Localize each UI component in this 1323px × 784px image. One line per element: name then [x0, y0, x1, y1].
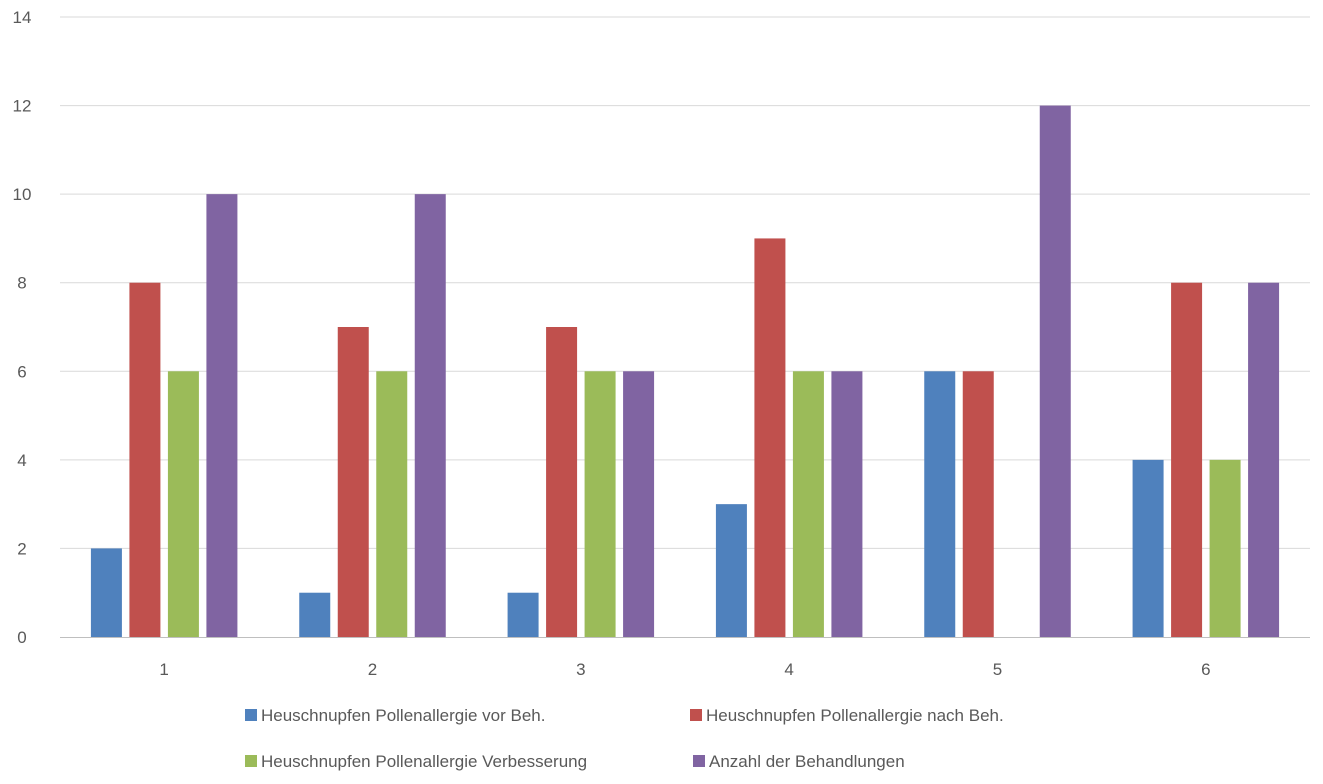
bars	[90, 105, 1280, 638]
legend-swatch	[693, 755, 705, 767]
bar-series-3-category-6	[1209, 459, 1241, 637]
bar-series-1-category-3	[507, 592, 539, 637]
x-tick-label: 4	[784, 660, 793, 679]
x-tick-label: 1	[159, 660, 168, 679]
bar-series-3-category-2	[376, 371, 408, 637]
bar-series-1-category-1	[90, 548, 122, 637]
bar-series-1-category-2	[299, 592, 331, 637]
bar-series-2-category-5	[962, 371, 994, 637]
x-tick-label: 5	[993, 660, 1002, 679]
y-tick-label: 0	[17, 628, 26, 647]
legend-item-series-3: Heuschnupfen Pollenallergie Verbesserung	[245, 752, 587, 771]
bar-series-4-category-3	[623, 371, 655, 637]
y-tick-label: 2	[17, 539, 26, 558]
legend-label: Heuschnupfen Pollenallergie vor Beh.	[261, 706, 545, 725]
bar-series-4-category-5	[1039, 105, 1071, 638]
y-tick-label: 8	[17, 274, 26, 293]
gridlines	[60, 16, 1310, 549]
y-tick-label: 4	[17, 451, 26, 470]
bar-series-2-category-3	[546, 327, 578, 637]
bar-series-2-category-6	[1171, 282, 1203, 637]
bar-series-3-category-3	[584, 371, 616, 637]
x-tick-label: 3	[576, 660, 585, 679]
legend-item-series-1: Heuschnupfen Pollenallergie vor Beh.	[245, 706, 545, 725]
y-tick-label: 14	[13, 8, 32, 27]
legend-item-series-4: Anzahl der Behandlungen	[693, 752, 905, 771]
y-axis-tick-labels: 0 2 4 6 8 10 12 14	[13, 8, 32, 647]
bar-series-3-category-1	[167, 371, 199, 637]
legend-swatch	[245, 709, 257, 721]
bar-series-4-category-4	[831, 371, 863, 637]
legend: Heuschnupfen Pollenallergie vor Beh. Heus…	[245, 706, 1004, 771]
legend-swatch	[245, 755, 257, 767]
bar-series-1-category-6	[1132, 459, 1164, 637]
legend-label: Heuschnupfen Pollenallergie nach Beh.	[706, 706, 1004, 725]
bar-series-1-category-5	[924, 371, 956, 637]
legend-swatch	[690, 709, 702, 721]
x-tick-label: 2	[368, 660, 377, 679]
y-tick-label: 12	[13, 97, 32, 116]
bar-series-1-category-4	[715, 504, 747, 637]
y-tick-label: 10	[13, 185, 32, 204]
bar-series-4-category-1	[206, 194, 238, 637]
x-tick-label: 6	[1201, 660, 1210, 679]
bar-series-2-category-2	[337, 327, 369, 637]
legend-label: Anzahl der Behandlungen	[709, 752, 905, 771]
bar-series-2-category-1	[129, 282, 161, 637]
bar-series-4-category-2	[414, 194, 446, 637]
bar-series-2-category-4	[754, 238, 786, 637]
bar-series-3-category-4	[792, 371, 824, 637]
bar-series-4-category-6	[1248, 282, 1280, 637]
legend-item-series-2: Heuschnupfen Pollenallergie nach Beh.	[690, 706, 1004, 725]
y-tick-label: 6	[17, 362, 26, 381]
legend-label: Heuschnupfen Pollenallergie Verbesserung	[261, 752, 587, 771]
x-axis-tick-labels: 1 2 3 4 5 6	[159, 660, 1210, 679]
